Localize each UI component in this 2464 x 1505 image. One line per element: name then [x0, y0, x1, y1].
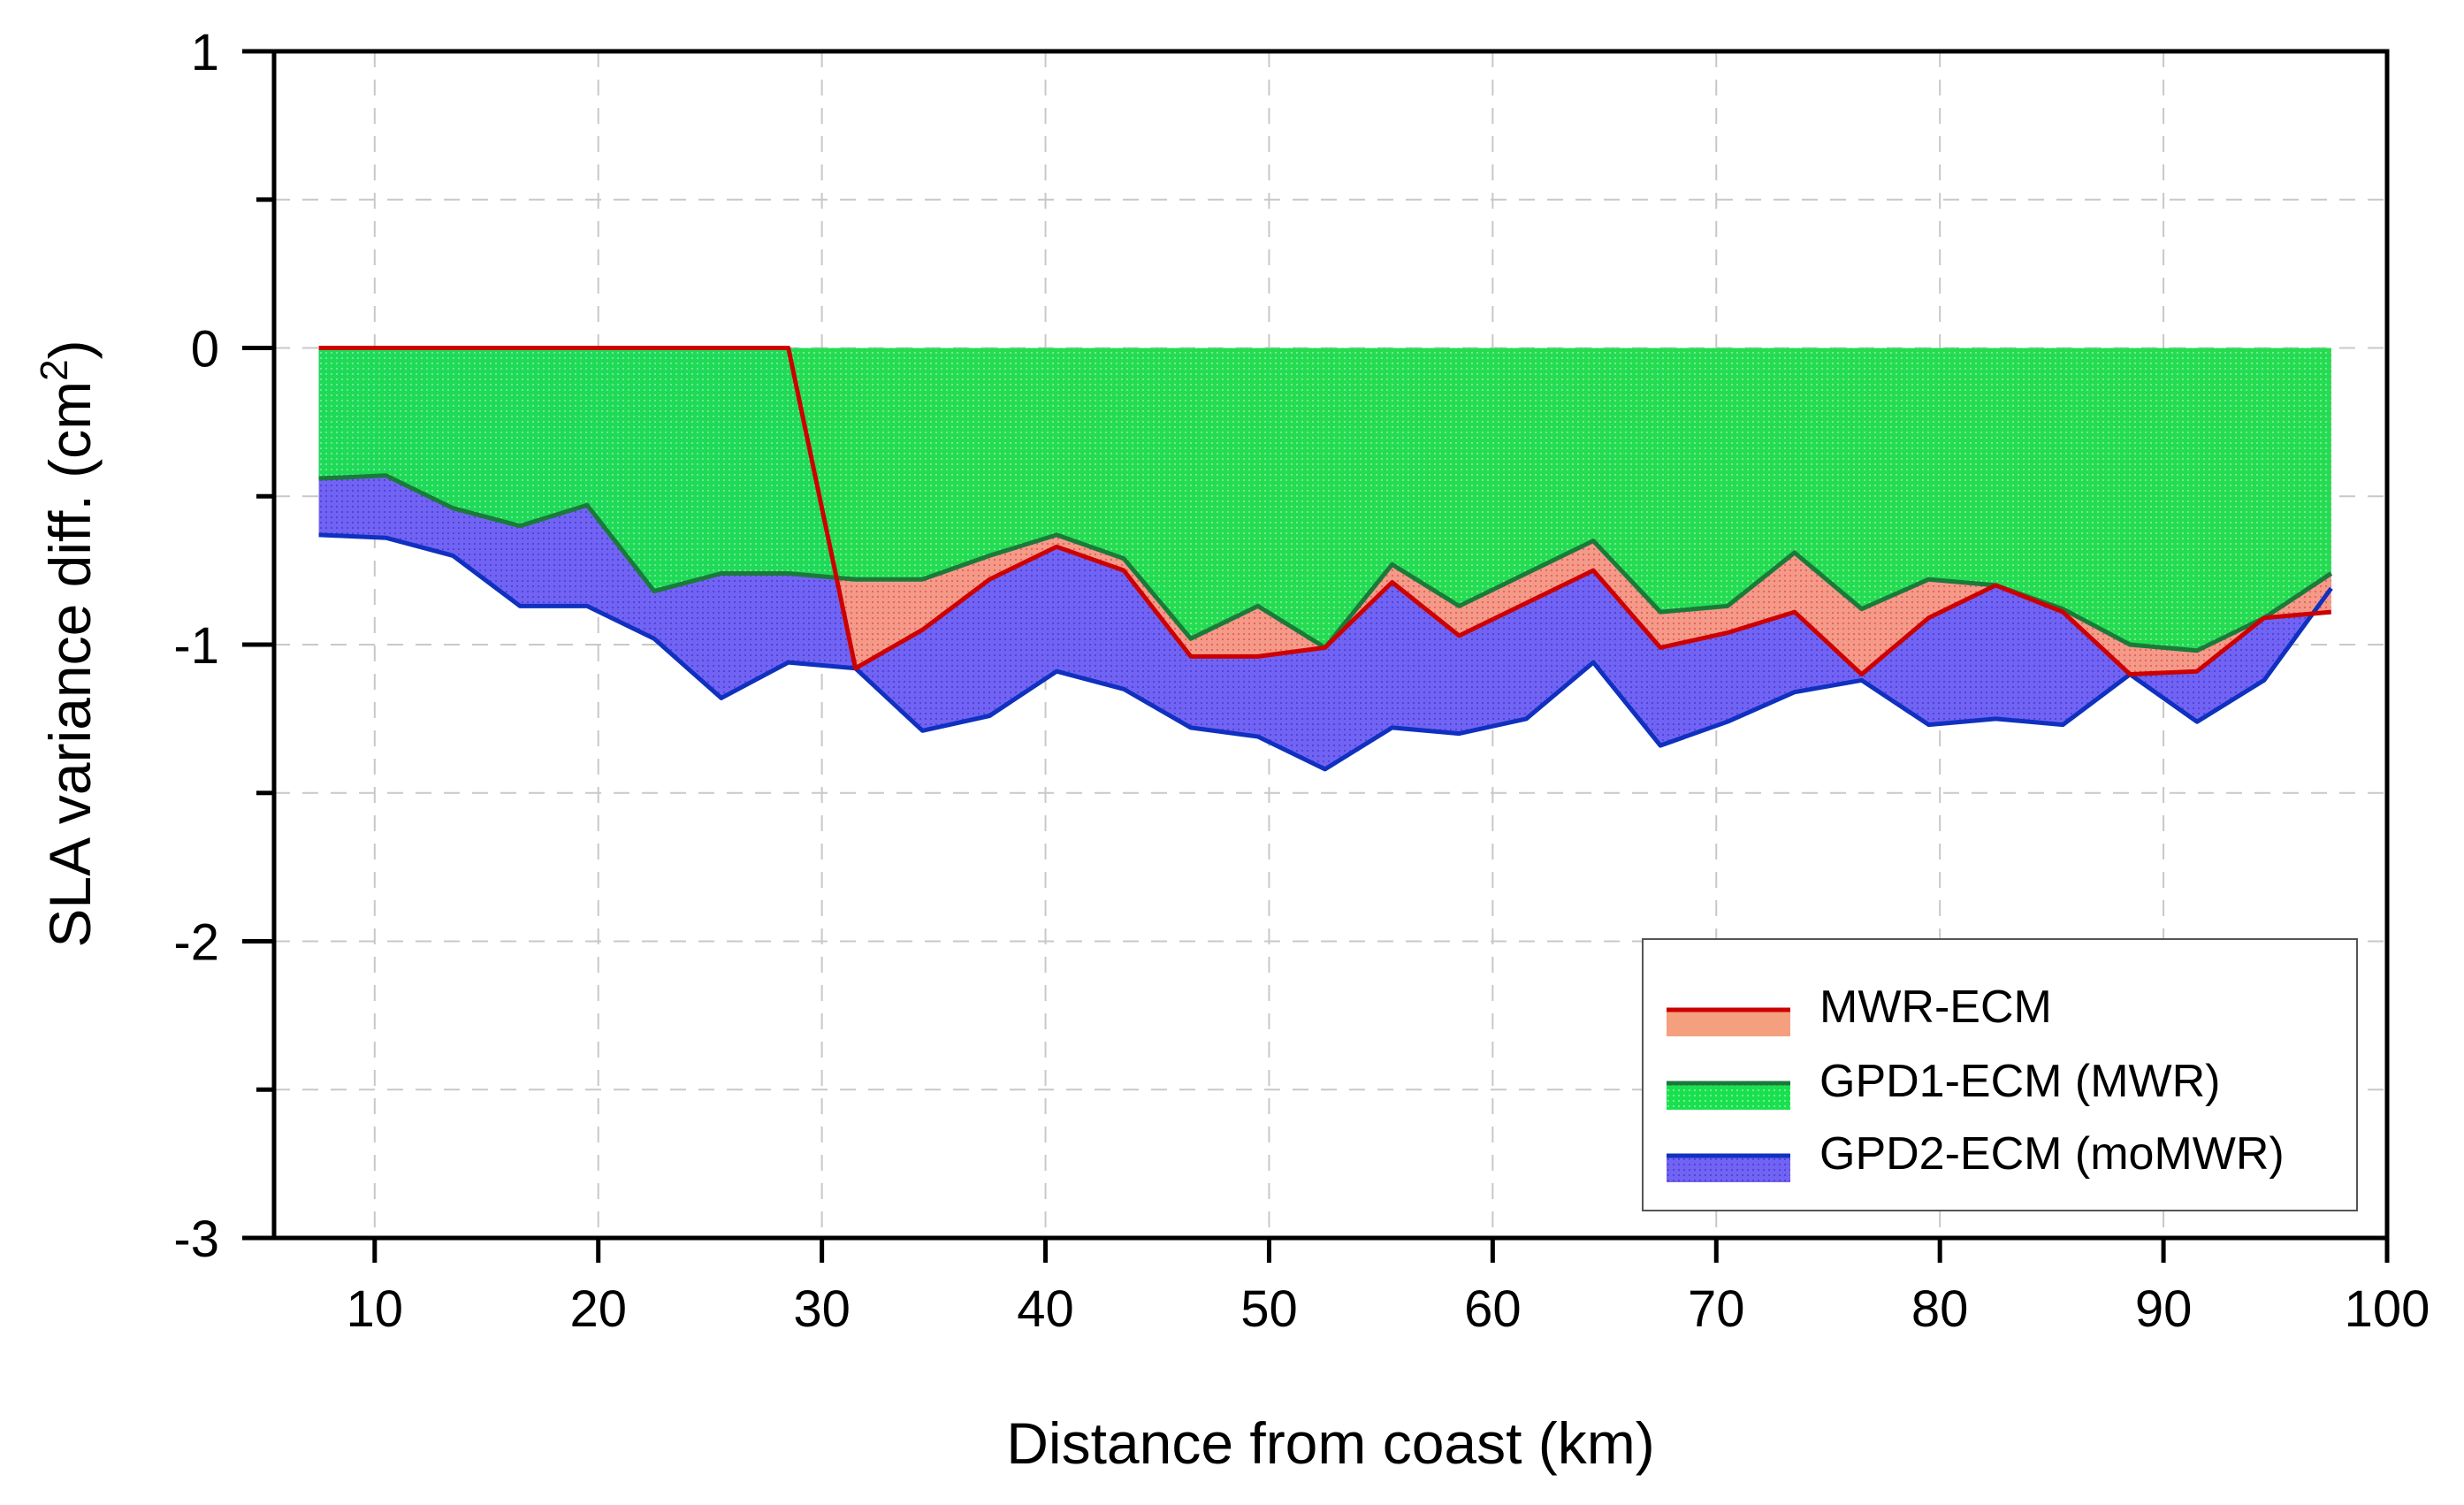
x-axis-title: Distance from coast (km) — [1006, 1410, 1654, 1476]
x-tick-label: 30 — [793, 1280, 851, 1338]
y-axis-title-superscript: 2 — [33, 359, 76, 380]
y-axis-title: SLA variance diff. (cm2) — [33, 340, 103, 947]
axis-ticks — [242, 49, 2390, 1263]
x-tick-label: 10 — [347, 1280, 404, 1338]
y-tick-label: 0 — [191, 321, 219, 378]
legend-label-mwr-ecm: MWR-ECM — [1819, 982, 2052, 1033]
line-mwr-ecm — [318, 346, 2332, 677]
x-tick-label: 20 — [569, 1280, 627, 1338]
x-tick-label: 70 — [1688, 1280, 1745, 1338]
x-tick-label: 60 — [1464, 1280, 1522, 1338]
legend-swatch-mwr-ecm — [1667, 1010, 1790, 1036]
x-tick-label: 80 — [1911, 1280, 1969, 1338]
legend-swatch-gpd1-ecm — [1667, 1083, 1790, 1110]
x-tick-label: 50 — [1240, 1280, 1298, 1338]
y-axis-title-main: SLA variance diff. (cm — [37, 381, 103, 948]
x-tick-label: 100 — [2345, 1280, 2430, 1338]
y-tick-label: -1 — [173, 617, 219, 675]
x-tick-label: 40 — [1017, 1280, 1074, 1338]
y-tick-label: -2 — [173, 914, 219, 972]
y-tick-label: 1 — [191, 24, 219, 81]
legend-entry-mwr-ecm: MWR-ECM — [1667, 982, 2052, 1036]
legend-entry-gpd1-ecm: GPD1-ECM (MWR) — [1667, 1056, 2221, 1110]
legend-label-gpd2-ecm: GPD2-ECM (moMWR) — [1819, 1128, 2285, 1180]
x-tick-labels: 10 20 30 40 50 60 70 80 90 100 — [347, 1280, 2430, 1338]
legend: MWR-ECM GPD1-ECM (MWR) GPD2-ECM (moMWR) — [1642, 938, 2358, 1211]
line-gpd2-ecm — [318, 532, 2333, 772]
y-tick-label: -3 — [173, 1211, 219, 1268]
legend-label-gpd1-ecm: GPD1-ECM (MWR) — [1819, 1056, 2221, 1107]
legend-entry-gpd2-ecm: GPD2-ECM (moMWR) — [1667, 1128, 2285, 1182]
y-tick-labels: 1 0 -1 -2 -3 — [173, 24, 219, 1268]
x-tick-label: 90 — [2135, 1280, 2193, 1338]
series-lines — [318, 346, 2333, 772]
series-fills — [318, 348, 2331, 769]
y-axis-title-close: ) — [37, 340, 103, 359]
legend-swatch-gpd2-ecm — [1667, 1156, 1790, 1182]
